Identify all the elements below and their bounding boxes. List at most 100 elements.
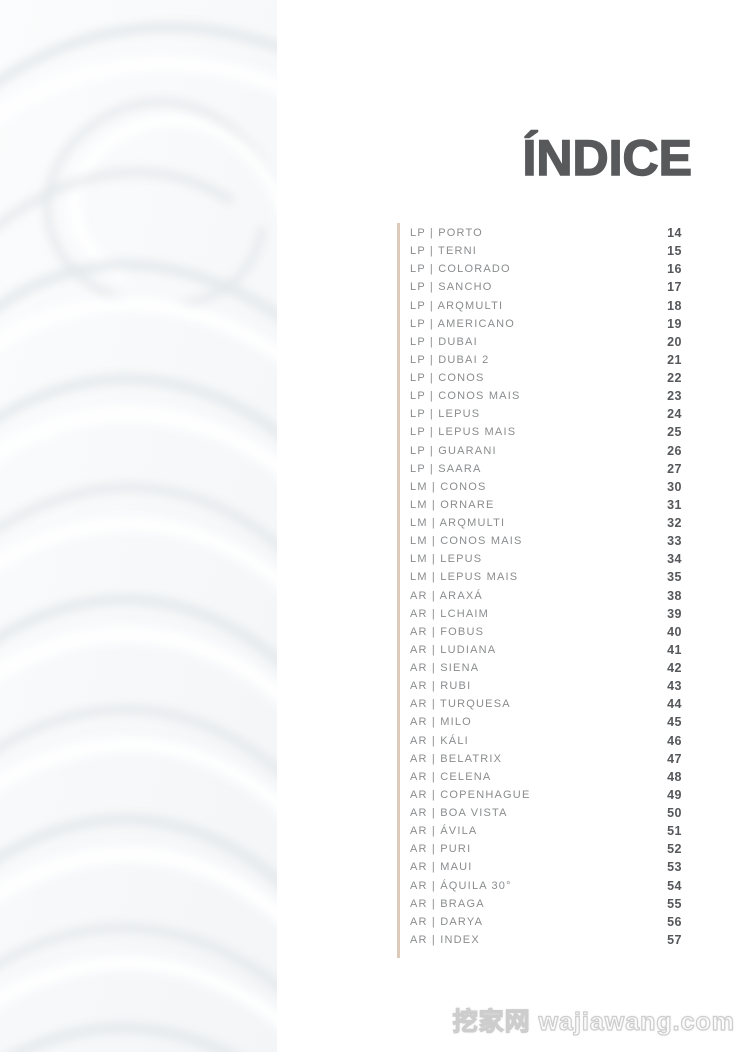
index-item-label: AR | BOA VISTA — [410, 807, 508, 820]
index-item-page: 32 — [667, 516, 682, 531]
index-item-page: 15 — [667, 244, 682, 259]
index-row: AR | COPENHAGUE 49 — [410, 786, 682, 804]
index-item-page: 24 — [667, 407, 682, 422]
index-item-label: LM | LEPUS — [410, 553, 483, 566]
silk-texture-panel — [0, 0, 277, 1052]
index-item-page: 38 — [667, 588, 682, 603]
index-item-page: 17 — [667, 280, 682, 295]
index-item-page: 41 — [667, 642, 682, 657]
index-row: LM | LEPUS MAIS 35 — [410, 568, 682, 586]
index-item-page: 51 — [667, 824, 682, 839]
index-item-label: AR | BRAGA — [410, 897, 485, 910]
index-item-page: 20 — [667, 334, 682, 349]
index-row: LP | PORTO 14 — [410, 224, 682, 242]
index-item-page: 55 — [667, 896, 682, 911]
index-item-page: 48 — [667, 769, 682, 784]
index-item-page: 42 — [667, 661, 682, 676]
index-row: AR | TURQUESA 44 — [410, 695, 682, 713]
index-item-label: LM | ORNARE — [410, 498, 495, 511]
index-item-label: LP | CONOS — [410, 372, 485, 385]
index-row: LP | DUBAI 20 — [410, 333, 682, 351]
index-list: LP | PORTO 14 LP | TERNI 15 LP | COLORADO 16 L… — [397, 223, 682, 958]
index-item-label: LM | ARQMULTI — [410, 517, 506, 530]
index-item-page: 52 — [667, 842, 682, 857]
index-row: LP | GUARANI 26 — [410, 442, 682, 460]
index-row: LP | CONOS 22 — [410, 369, 682, 387]
index-row: LP | LEPUS MAIS 25 — [410, 423, 682, 441]
index-row: AR | MAUI 53 — [410, 858, 682, 876]
index-item-label: AR | DARYA — [410, 915, 484, 928]
index-item-page: 16 — [667, 262, 682, 277]
index-item-page: 44 — [667, 697, 682, 712]
index-row: AR | DARYA 56 — [410, 913, 682, 931]
index-row: LP | SAARA 27 — [410, 460, 682, 478]
index-item-label: AR | ARAXÁ — [410, 589, 483, 602]
index-item-page: 54 — [667, 878, 682, 893]
index-item-page: 19 — [667, 316, 682, 331]
index-row: AR | ÁVILA 51 — [410, 822, 682, 840]
index-item-page: 21 — [667, 352, 682, 367]
index-item-page: 34 — [667, 552, 682, 567]
index-item-label: AR | BELATRIX — [410, 752, 503, 765]
index-item-label: AR | MAUI — [410, 861, 473, 874]
index-item-page: 40 — [667, 624, 682, 639]
index-item-page: 57 — [667, 932, 682, 947]
index-row: AR | MILO 45 — [410, 713, 682, 731]
index-row: LP | LEPUS 24 — [410, 405, 682, 423]
index-item-page: 30 — [667, 479, 682, 494]
index-row: AR | RUBI 43 — [410, 677, 682, 695]
index-row: AR | BRAGA 55 — [410, 895, 682, 913]
index-item-page: 31 — [667, 497, 682, 512]
index-item-label: LP | SAARA — [410, 462, 482, 475]
index-row: AR | SIENA 42 — [410, 659, 682, 677]
index-row: LM | ARQMULTI 32 — [410, 514, 682, 532]
index-row: AR | PURI 52 — [410, 840, 682, 858]
index-row: AR | BOA VISTA 50 — [410, 804, 682, 822]
index-item-page: 23 — [667, 389, 682, 404]
index-item-page: 47 — [667, 751, 682, 766]
index-row: AR | FOBUS 40 — [410, 623, 682, 641]
index-item-label: AR | KÁLI — [410, 734, 469, 747]
index-item-label: LP | PORTO — [410, 227, 483, 240]
index-item-page: 27 — [667, 461, 682, 476]
index-row: AR | LUDIANA 41 — [410, 641, 682, 659]
index-row: LM | LEPUS 34 — [410, 550, 682, 568]
index-row: LP | CONOS MAIS 23 — [410, 387, 682, 405]
index-item-page: 22 — [667, 371, 682, 386]
index-item-page: 49 — [667, 787, 682, 802]
index-item-label: AR | ÁVILA — [410, 825, 478, 838]
index-item-label: LP | LEPUS MAIS — [410, 426, 517, 439]
watermark: 挖家网 wajiawang.com — [452, 1007, 735, 1036]
index-item-page: 25 — [667, 425, 682, 440]
index-item-label: LP | ARQMULTI — [410, 299, 504, 312]
index-item-label: AR | LUDIANA — [410, 643, 497, 656]
index-item-label: LM | LEPUS MAIS — [410, 571, 519, 584]
index-row: LM | CONOS 30 — [410, 478, 682, 496]
index-row: AR | LCHAIM 39 — [410, 605, 682, 623]
index-item-label: LP | CONOS MAIS — [410, 390, 521, 403]
index-item-page: 39 — [667, 606, 682, 621]
index-row: AR | ÁQUILA 30° 54 — [410, 877, 682, 895]
silk-texture-icon — [0, 0, 277, 1052]
index-row: LP | SANCHO 17 — [410, 278, 682, 296]
index-row: LP | TERNI 15 — [410, 242, 682, 260]
index-row: LP | DUBAI 2 21 — [410, 351, 682, 369]
index-item-page: 26 — [667, 443, 682, 458]
index-item-label: AR | COPENHAGUE — [410, 788, 531, 801]
index-item-label: LP | COLORADO — [410, 263, 511, 276]
index-item-label: AR | LCHAIM — [410, 607, 490, 620]
index-item-label: AR | RUBI — [410, 680, 472, 693]
index-item-label: LP | DUBAI — [410, 335, 478, 348]
index-row: LP | COLORADO 16 — [410, 260, 682, 278]
index-row: AR | KÁLI 46 — [410, 732, 682, 750]
index-item-label: AR | ÁQUILA 30° — [410, 879, 512, 892]
index-item-page: 35 — [667, 570, 682, 585]
index-item-label: LP | SANCHO — [410, 281, 493, 294]
index-item-label: LM | CONOS MAIS — [410, 535, 523, 548]
index-row: AR | ARAXÁ 38 — [410, 587, 682, 605]
index-item-page: 18 — [667, 298, 682, 313]
index-item-label: LP | AMERICANO — [410, 317, 516, 330]
index-item-label: AR | CELENA — [410, 770, 492, 783]
index-row: AR | BELATRIX 47 — [410, 750, 682, 768]
